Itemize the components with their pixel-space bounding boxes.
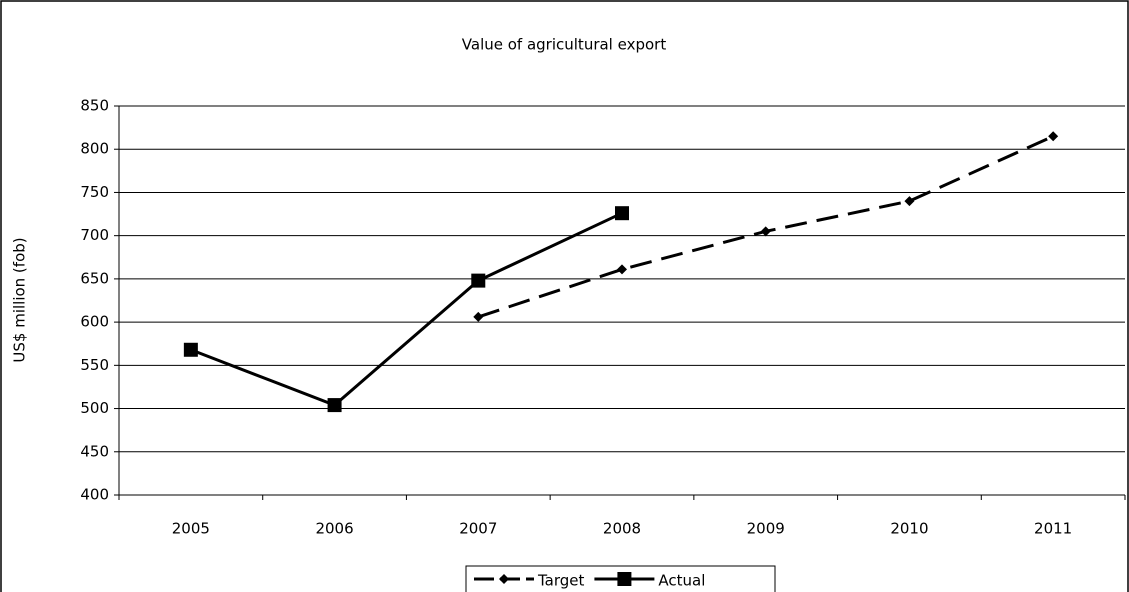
legend-label: Target (537, 572, 585, 590)
x-tick-label: 2008 (603, 520, 641, 538)
y-tick-label: 550 (80, 356, 109, 374)
y-tick-label: 750 (80, 183, 109, 201)
y-tick-label: 450 (80, 442, 109, 460)
chart-title: Value of agricultural export (462, 36, 667, 54)
marker-diamond (760, 226, 771, 237)
marker-square (183, 342, 198, 357)
y-tick-label: 650 (80, 269, 109, 287)
marker-square (615, 206, 629, 221)
series-line (190, 211, 623, 407)
marker-square (327, 398, 342, 413)
x-tick-label: 2007 (459, 520, 497, 538)
marker-diamond (904, 196, 915, 207)
marker-diamond (1048, 131, 1059, 142)
x-tick-label: 2005 (172, 520, 210, 538)
y-tick-label: 600 (80, 313, 109, 331)
y-axis-label: US$ million (fob) (11, 237, 29, 362)
x-tick-label: 2010 (890, 520, 928, 538)
marker-square (617, 572, 632, 586)
legend-label: Actual (658, 572, 705, 590)
x-tick-label: 2011 (1034, 520, 1072, 538)
y-tick-label: 850 (80, 97, 109, 115)
marker-square (471, 273, 486, 288)
marker-diamond (499, 574, 509, 584)
y-tick-label: 500 (80, 399, 109, 417)
legend: Target Actual (465, 565, 776, 592)
y-tick-label: 800 (80, 140, 109, 158)
x-tick-label: 2006 (315, 520, 353, 538)
x-tick-label: 2009 (747, 520, 785, 538)
y-tick-label: 400 (80, 486, 109, 504)
marker-diamond (617, 264, 627, 275)
marker-diamond (473, 311, 484, 322)
y-tick-label: 700 (80, 226, 109, 244)
